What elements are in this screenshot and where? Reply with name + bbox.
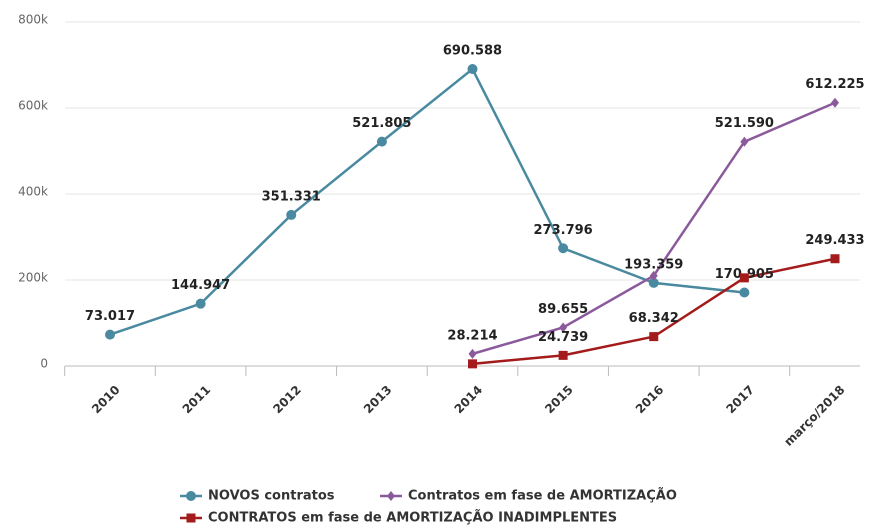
data-point (286, 209, 297, 220)
value-label: 68.342 (629, 311, 679, 326)
x-tick-label: 2013 (361, 383, 395, 417)
data-point (739, 287, 750, 298)
legend-marker (186, 513, 196, 523)
data-point (649, 270, 658, 281)
y-tick-label: 600k (18, 99, 48, 113)
data-point (195, 298, 206, 309)
y-tick-label: 200k (18, 271, 48, 285)
value-label: 521.590 (715, 116, 774, 131)
value-label: 89.655 (538, 302, 588, 317)
value-label: 73.017 (85, 309, 135, 324)
data-point (468, 359, 477, 369)
x-tick-label: março/2018 (781, 383, 847, 449)
data-point (649, 332, 659, 342)
y-tick-label: 0 (40, 357, 48, 371)
data-point (830, 254, 840, 264)
y-tick-label: 400k (18, 185, 48, 199)
value-label: 193.359 (624, 257, 683, 272)
data-point (558, 350, 568, 360)
data-point (468, 348, 477, 359)
data-point (467, 64, 478, 75)
y-tick-label: 800k (18, 13, 48, 27)
data-point (740, 136, 749, 147)
x-tick-label: 2016 (633, 383, 667, 417)
x-tick-label: 2014 (452, 383, 486, 417)
x-tick-label: 2015 (542, 383, 576, 417)
x-tick-label: 2010 (89, 383, 123, 417)
data-point (105, 329, 115, 340)
data-point (559, 322, 568, 333)
legend-label: NOVOS contratos (208, 489, 335, 504)
data-point (648, 277, 659, 288)
data-point (558, 243, 569, 254)
legend-label: CONTRATOS em fase de AMORTIZAÇÃO INADIMP… (208, 510, 617, 526)
data-point (831, 97, 839, 108)
legend-marker (186, 491, 196, 501)
legend-label: Contratos em fase de AMORTIZAÇÃO (408, 488, 677, 504)
value-label: 28.214 (447, 328, 497, 343)
value-label: 351.331 (262, 189, 321, 204)
value-label: 690.588 (443, 44, 502, 59)
value-label: 521.805 (352, 116, 411, 131)
value-label: 24.739 (538, 330, 588, 345)
data-point (739, 273, 749, 283)
x-tick-label: 2012 (270, 383, 304, 417)
value-label: 612.225 (805, 77, 864, 92)
value-label: 249.433 (805, 233, 864, 248)
value-label: 144.947 (171, 278, 230, 293)
series-line (109, 67, 745, 336)
x-tick-label: 2011 (180, 383, 214, 417)
legend-marker (387, 491, 395, 501)
x-tick-label: 2017 (723, 383, 757, 417)
value-label: 273.796 (534, 223, 593, 238)
data-point (376, 136, 387, 147)
